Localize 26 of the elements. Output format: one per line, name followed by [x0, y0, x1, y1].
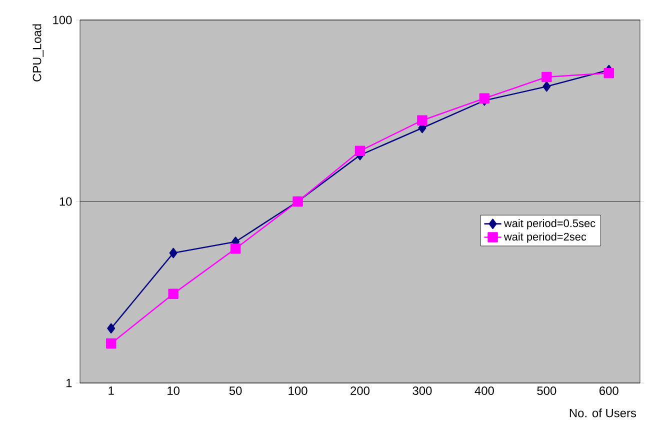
x-tick-label: 400: [474, 386, 494, 395]
x-axis-title: No. of Users: [570, 408, 636, 418]
legend-label: wait period=0.5sec: [504, 219, 596, 230]
point: [230, 243, 241, 254]
x-tick-label: 300: [412, 386, 432, 395]
point: [542, 81, 551, 92]
x-tick-label: 10: [168, 386, 180, 395]
x-tick-label: 100: [288, 386, 308, 395]
point: [106, 338, 116, 349]
y-tick-label: 1: [66, 378, 72, 388]
y-axis-title: CPU_Load: [32, 24, 44, 82]
point: [542, 72, 552, 82]
point: [107, 323, 116, 334]
x-tick-label: 600: [600, 386, 618, 395]
point: [169, 248, 178, 258]
x-tick-label: 1: [108, 386, 114, 395]
x-tick-label: 50: [229, 386, 242, 395]
point: [417, 115, 428, 126]
x-tick-label: 200: [350, 386, 370, 395]
legend-label: wait period=2sec: [504, 232, 586, 243]
point: [168, 288, 178, 299]
point: [604, 68, 614, 78]
point: [354, 146, 366, 156]
x-tick-label: 500: [537, 386, 556, 395]
y-tick-label: 10: [60, 197, 72, 206]
y-tick-label: 100: [53, 16, 72, 24]
